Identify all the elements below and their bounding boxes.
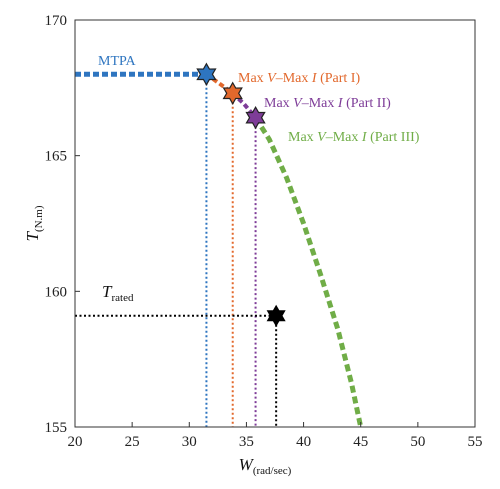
x-tick-label-35: 35	[239, 434, 254, 450]
series-label-part: V	[293, 96, 303, 111]
y-tick-label-165: 165	[45, 149, 68, 165]
rated-point-marker	[266, 304, 286, 327]
series-label-part: V	[317, 130, 327, 145]
x-axis-label-main: W	[239, 455, 255, 474]
series-label-part: V	[267, 71, 277, 86]
rated-guide-lines	[75, 314, 278, 427]
plot-frame	[74, 19, 476, 428]
y-tick-label-155: 155	[45, 420, 68, 436]
series-label-part: Max	[238, 71, 267, 86]
transition-point-1	[196, 62, 217, 86]
rated-label-main: T	[102, 282, 113, 301]
series-label-part: (Part I)	[317, 71, 361, 86]
x-tick-label-55: 55	[468, 434, 483, 450]
markers	[196, 62, 286, 327]
x-tick-label-45: 45	[353, 434, 368, 450]
series-label-part: (Part III)	[367, 130, 420, 145]
drop-lines	[205, 74, 257, 427]
series-label-part: I	[311, 71, 318, 86]
y-axis-label: T(N.m)	[23, 205, 45, 241]
series-label-max-v-max-i-part-iii: Max V–Max I (Part III)	[288, 130, 420, 145]
rated-label: Trated	[102, 282, 134, 304]
series-label-part: I	[361, 130, 368, 145]
series-label-mtpa: MTPA	[98, 54, 137, 69]
y-tick-label-170: 170	[45, 13, 68, 29]
series-label-part: Max	[288, 130, 317, 145]
series-label-part: (Part II)	[343, 96, 392, 111]
series-label-part: –Max	[275, 71, 312, 86]
x-ticks: 20 25 30 35 40 45 50 55	[68, 422, 483, 450]
x-tick-label-30: 30	[182, 434, 197, 450]
series-label-part: I	[337, 96, 344, 111]
y-ticks: 155 160 165 170	[45, 13, 80, 436]
y-axis-label-sub: (N.m)	[33, 205, 45, 232]
series-label-part: Max	[264, 96, 293, 111]
y-tick-label-160: 160	[45, 284, 68, 300]
x-tick-label-25: 25	[125, 434, 140, 450]
series-layer	[75, 71, 364, 428]
rated-label-sub: rated	[111, 292, 133, 304]
x-axis-label-sub: (rad/sec)	[253, 465, 292, 477]
x-tick-label-20: 20	[68, 434, 83, 450]
y-axis-label-main: T	[23, 231, 42, 242]
series-line-max-v-max-i-part-iii	[253, 116, 364, 428]
transition-point-2	[222, 81, 243, 105]
series-label-part: –Max	[325, 130, 362, 145]
series-label-part: –Max	[301, 96, 338, 111]
x-axis-label: W(rad/sec)	[239, 455, 292, 477]
series-label-max-v-max-i-part-ii: Max V–Max I (Part II)	[264, 96, 391, 111]
x-tick-label-40: 40	[296, 434, 311, 450]
x-tick-label-50: 50	[410, 434, 425, 450]
series-label-max-v-max-i-part-i: Max V–Max I (Part I)	[238, 71, 360, 86]
transition-point-3	[245, 105, 266, 130]
